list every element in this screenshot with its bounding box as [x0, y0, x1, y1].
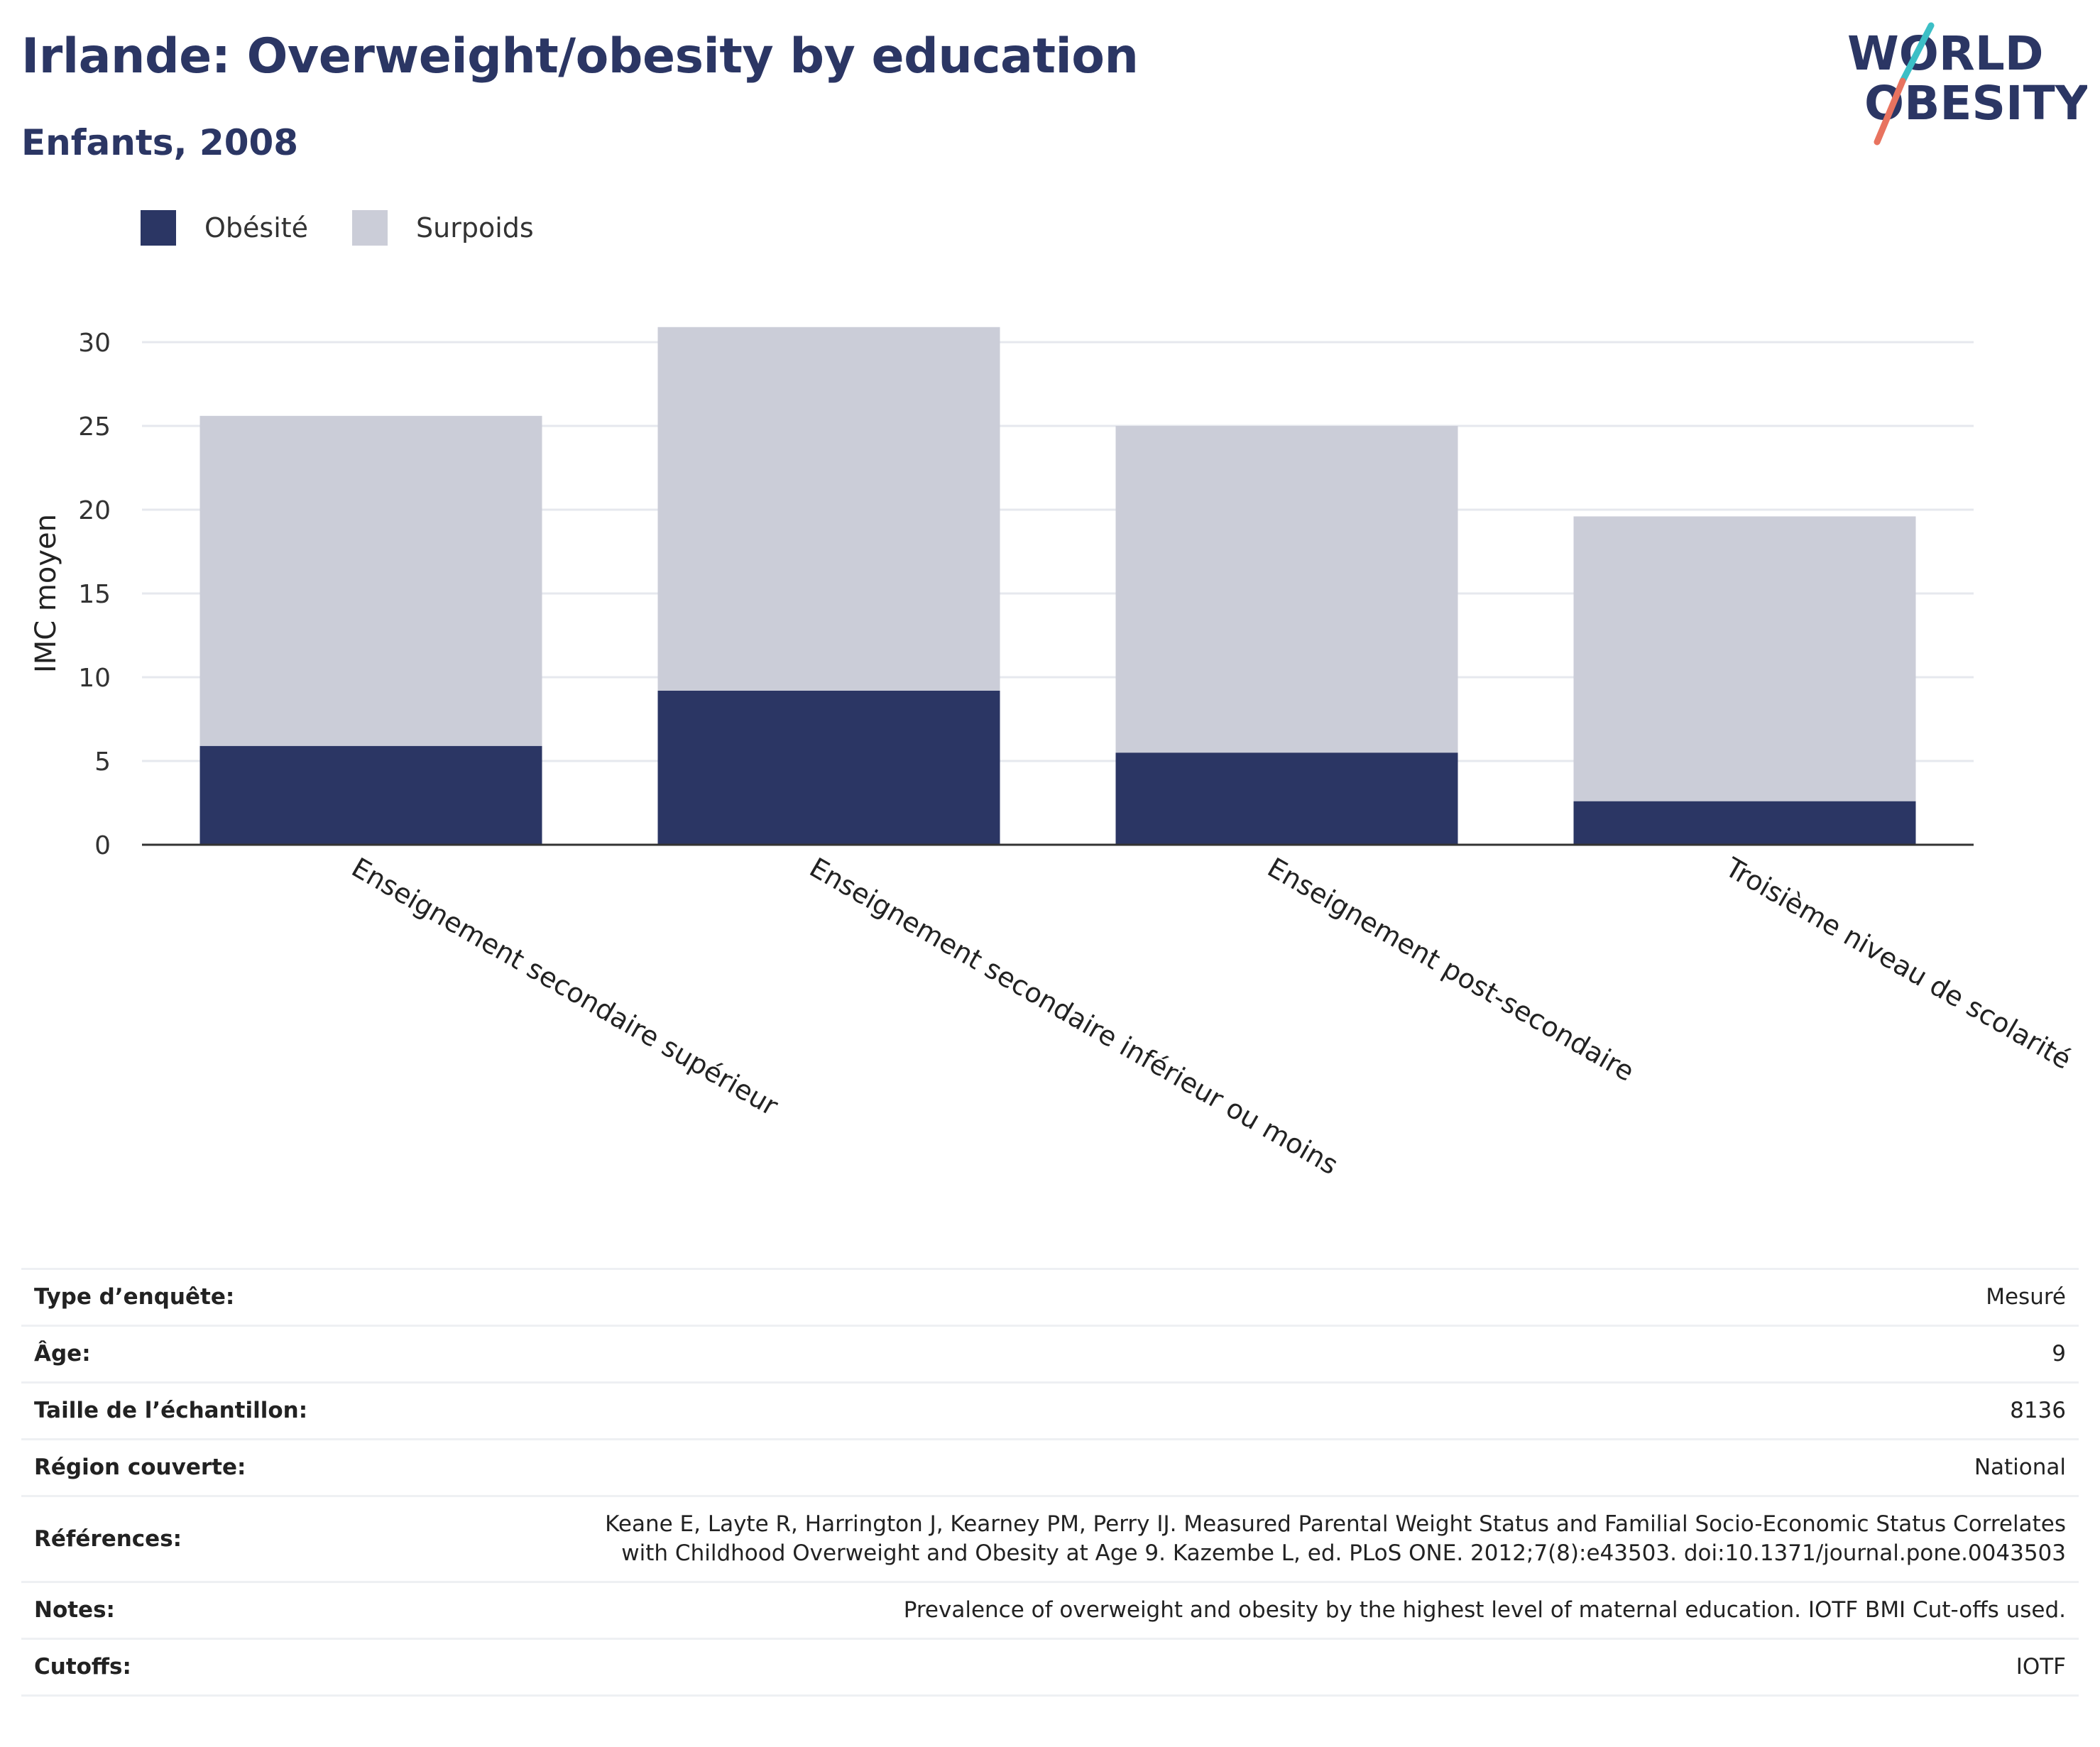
logo-slash-top [1899, 22, 1935, 84]
info-key: Région couverte: [21, 1438, 544, 1496]
info-key: Type d’enquête: [21, 1268, 544, 1326]
chart-legend: Obésité Surpoids [141, 210, 578, 246]
info-value: Prevalence of overweight and obesity by … [544, 1581, 2079, 1639]
x-category-label: Troisième niveau de scolarité [1719, 851, 2077, 1075]
bar-segment-obesite [1573, 801, 1916, 845]
info-key: Références: [21, 1495, 544, 1582]
info-row: Références: Keane E, Layte R, Harrington … [21, 1495, 2079, 1582]
bar-segment-obesite [1115, 752, 1458, 845]
bars [199, 327, 1916, 845]
legend-label-surpoids: Surpoids [416, 212, 534, 243]
info-key: Taille de l’échantillon: [21, 1381, 544, 1440]
bar-segment-surpoids [199, 415, 542, 746]
world-obesity-logo: WORLD OBESITY [1847, 22, 2087, 146]
info-value: National [544, 1438, 2079, 1496]
info-row: Âge: 9 [21, 1325, 2079, 1383]
info-row: Type d’enquête: Mesuré [21, 1268, 2079, 1326]
info-key: Âge: [21, 1325, 544, 1383]
info-value-line: with Childhood Overweight and Obesity at… [621, 1540, 2066, 1566]
info-value: IOTF [544, 1638, 2079, 1697]
bar-segment-surpoids [1573, 516, 1916, 801]
info-key: Notes: [21, 1581, 544, 1639]
info-row: Cutoffs: IOTF [21, 1638, 2079, 1697]
y-axis-title: IMC moyen [30, 514, 62, 673]
logo-line-1: WORLD [1847, 26, 2044, 81]
y-tick-label: 30 [78, 329, 111, 358]
y-tick-label: 25 [78, 412, 111, 442]
x-category-label: Enseignement secondaire inférieur ou moi… [804, 852, 1343, 1181]
y-tick-label: 20 [78, 496, 111, 525]
x-axis-labels: Enseignement secondaire supérieur Enseign… [346, 851, 2077, 1181]
legend-item-obesite[interactable]: Obésité [141, 210, 308, 246]
y-tick-label: 0 [94, 831, 111, 860]
x-category-label: Enseignement post-secondaire [1262, 852, 1639, 1088]
chart-subtitle: Enfants, 2008 [21, 122, 299, 163]
info-row: Région couverte: National [21, 1438, 2079, 1496]
info-key: Cutoffs: [21, 1638, 544, 1697]
info-value: 8136 [544, 1381, 2079, 1440]
bar-segment-surpoids [1115, 426, 1458, 753]
survey-info-table: Type d’enquête: Mesuré Âge: 9 Taille de l’éc… [21, 1268, 2079, 1697]
legend-swatch-obesite [141, 210, 176, 246]
bar-segment-obesite [199, 745, 542, 845]
legend-swatch-surpoids [352, 210, 388, 246]
x-category-label: Enseignement secondaire supérieur [346, 852, 784, 1122]
legend-item-surpoids[interactable]: Surpoids [352, 210, 534, 246]
bar-segment-surpoids [657, 327, 1000, 691]
info-value-line: Keane E, Layte R, Harrington J, Kearney … [605, 1511, 2066, 1537]
y-tick-label: 5 [94, 747, 111, 777]
y-tick-label: 10 [78, 664, 111, 693]
bar-segment-obesite [657, 690, 1000, 845]
chart-title: Irlande: Overweight/obesity by education [21, 28, 1139, 84]
info-row: Taille de l’échantillon: 8136 [21, 1381, 2079, 1440]
y-axis-ticks: 0 5 10 15 20 25 30 [78, 329, 111, 860]
info-row: Notes: Prevalence of overweight and obesi… [21, 1581, 2079, 1639]
info-value: Keane E, Layte R, Harrington J, Kearney … [544, 1495, 2079, 1582]
logo-slash-bottom [1874, 77, 1906, 146]
info-value: 9 [544, 1325, 2079, 1383]
bar-chart: 0 5 10 15 20 25 30 Enseignement secondaire sup… [30, 327, 2077, 1181]
y-tick-label: 15 [78, 580, 111, 609]
info-value: Mesuré [544, 1268, 2079, 1326]
logo-line-2: OBESITY [1864, 76, 2087, 131]
legend-label-obesite: Obésité [204, 212, 309, 243]
